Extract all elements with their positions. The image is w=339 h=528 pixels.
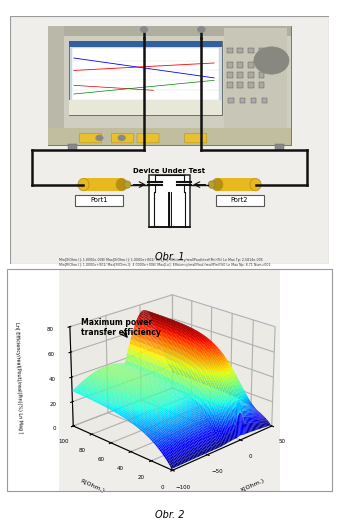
Bar <box>48 26 64 145</box>
Text: Obr. 1: Obr. 1 <box>155 251 184 261</box>
Bar <box>238 72 243 78</box>
Bar <box>238 82 243 88</box>
Bar <box>275 144 284 150</box>
Bar <box>67 144 77 150</box>
FancyBboxPatch shape <box>112 133 134 143</box>
Bar <box>248 62 254 68</box>
FancyBboxPatch shape <box>137 133 159 143</box>
Circle shape <box>259 51 284 70</box>
Bar <box>217 178 256 191</box>
Bar <box>48 26 291 145</box>
Ellipse shape <box>212 178 223 191</box>
Circle shape <box>254 47 289 74</box>
Bar <box>227 62 233 68</box>
Bar <box>238 48 243 53</box>
Y-axis label: R(Ohm.): R(Ohm.) <box>80 478 105 493</box>
Text: Port1: Port1 <box>91 197 108 203</box>
Bar <box>248 72 254 78</box>
FancyBboxPatch shape <box>80 133 102 143</box>
Circle shape <box>198 26 205 32</box>
Bar <box>248 82 254 88</box>
Bar <box>48 26 291 36</box>
Ellipse shape <box>78 178 89 191</box>
Text: Min[X(Ohm.)]: 1.0000e-008/ Max[X(Ohm.)]: 1.0000e+002/ Min[Jm]: Efficiency/real(P: Min[X(Ohm.)]: 1.0000e-008/ Max[X(Ohm.)]:… <box>59 259 270 267</box>
Bar <box>262 98 267 102</box>
Bar <box>224 28 287 135</box>
Text: Obr. 2: Obr. 2 <box>155 510 184 520</box>
Bar <box>259 82 264 88</box>
Circle shape <box>96 135 103 141</box>
Circle shape <box>140 26 148 32</box>
Bar <box>69 41 222 115</box>
Bar <box>259 62 264 68</box>
Ellipse shape <box>250 178 261 191</box>
Bar <box>83 178 122 191</box>
Bar <box>72 48 219 100</box>
Text: Device Under Test: Device Under Test <box>134 168 205 174</box>
Bar <box>216 195 263 206</box>
Text: Port2: Port2 <box>231 197 248 203</box>
Bar <box>149 175 190 227</box>
Bar <box>240 98 245 102</box>
Bar <box>259 72 264 78</box>
FancyBboxPatch shape <box>185 133 207 143</box>
X-axis label: X(Ohm.): X(Ohm.) <box>239 478 265 493</box>
Ellipse shape <box>124 181 131 188</box>
Bar <box>227 82 233 88</box>
Bar <box>69 41 222 47</box>
Circle shape <box>118 135 125 141</box>
Bar <box>76 195 123 206</box>
Text: Maximum power
transfer efficiency: Maximum power transfer efficiency <box>81 318 161 337</box>
Bar <box>251 98 256 102</box>
Bar <box>228 98 234 102</box>
Bar <box>259 48 264 53</box>
Bar <box>227 72 233 78</box>
Bar <box>248 48 254 53</box>
Bar <box>227 48 233 53</box>
Bar <box>238 62 243 68</box>
Bar <box>48 127 291 145</box>
Bar <box>69 100 222 115</box>
Ellipse shape <box>208 181 215 188</box>
Ellipse shape <box>116 178 127 191</box>
